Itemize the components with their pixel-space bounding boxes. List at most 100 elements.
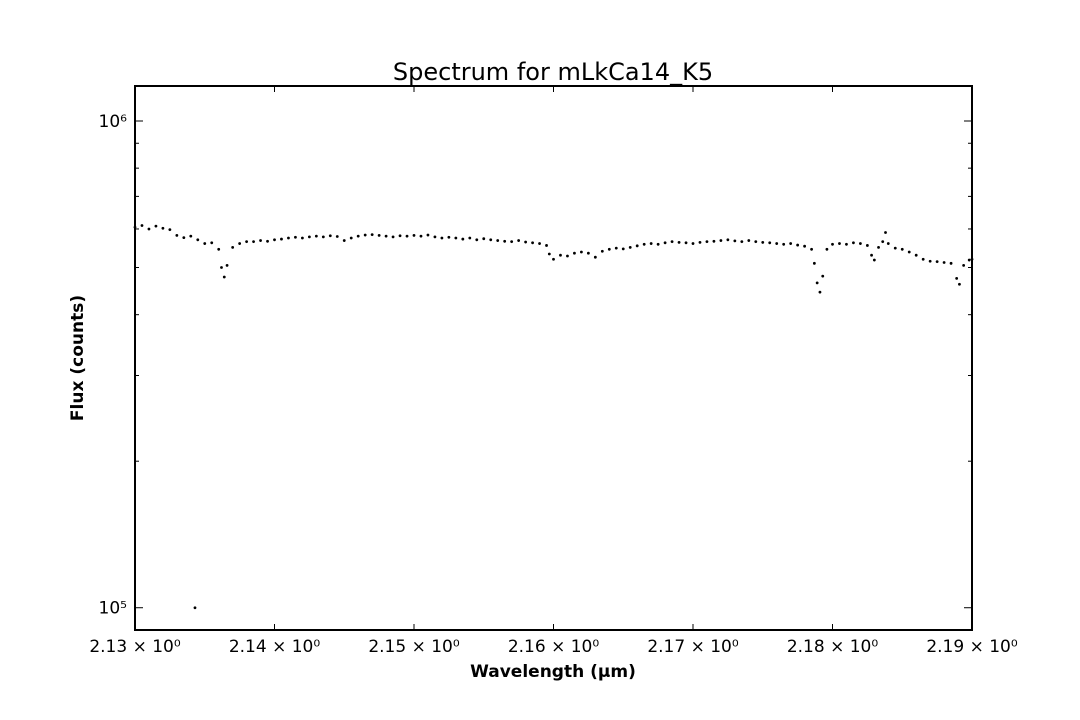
data-point: [870, 253, 873, 257]
data-point: [182, 236, 186, 240]
data-point: [356, 234, 360, 238]
data-point: [812, 261, 816, 265]
data-point: [147, 227, 151, 231]
data-point: [370, 233, 374, 237]
data-point: [307, 235, 311, 239]
data-point: [810, 247, 813, 251]
data-point: [705, 240, 709, 244]
data-point: [649, 242, 653, 245]
data-point: [440, 236, 444, 240]
data-point: [231, 245, 235, 249]
data-point: [510, 240, 514, 244]
data-point: [580, 250, 583, 254]
x-axis: 2.13 × 10⁰ 2.14 × 10⁰ 2.15 × 10⁰ 2.16 × 10⁰…: [89, 86, 1018, 657]
data-point: [349, 236, 353, 240]
data-point: [280, 237, 283, 241]
y-axis-label: Flux (counts): [68, 295, 88, 421]
data-point: [524, 240, 527, 244]
data-point: [796, 243, 800, 247]
data-points: [133, 224, 974, 610]
data-point: [573, 251, 576, 255]
data-point: [377, 234, 381, 237]
data-point: [384, 234, 388, 238]
data-point: [967, 258, 971, 262]
data-point: [775, 242, 779, 245]
data-point: [482, 237, 486, 241]
data-point: [607, 247, 611, 251]
data-point: [287, 236, 290, 240]
data-point: [203, 242, 207, 245]
data-point: [614, 246, 618, 250]
data-point: [893, 246, 897, 250]
data-point: [684, 241, 688, 245]
data-point: [719, 239, 723, 242]
data-point: [670, 240, 674, 244]
data-point: [949, 261, 953, 265]
data-point: [222, 275, 226, 279]
data-point: [217, 247, 221, 251]
data-point: [845, 242, 848, 246]
data-point: [220, 266, 223, 269]
data-point: [342, 239, 346, 242]
data-point: [914, 253, 918, 257]
data-point: [900, 247, 904, 251]
x-tick-label: 2.17 × 10⁰: [647, 637, 739, 657]
data-point: [210, 241, 214, 245]
data-point: [803, 244, 806, 248]
data-point: [593, 255, 597, 259]
data-point: [538, 242, 541, 245]
data-point: [872, 258, 876, 262]
data-point: [461, 237, 465, 241]
data-point: [363, 233, 367, 237]
data-point: [586, 251, 590, 255]
data-point: [921, 257, 925, 261]
data-point: [273, 238, 276, 242]
data-point: [566, 254, 569, 258]
data-point: [761, 241, 765, 244]
data-point: [663, 241, 667, 245]
data-point: [789, 242, 793, 245]
data-point: [301, 236, 304, 240]
data-point: [600, 249, 604, 253]
data-point: [907, 250, 911, 254]
data-point: [545, 244, 548, 247]
data-point: [531, 241, 534, 245]
data-point: [154, 224, 158, 228]
data-point: [552, 257, 555, 261]
data-point: [475, 238, 479, 242]
data-point: [928, 259, 932, 263]
y-tick-label: 10⁵: [99, 599, 127, 619]
data-point: [935, 260, 939, 264]
data-point: [825, 247, 829, 251]
data-point: [754, 240, 758, 244]
data-point: [635, 244, 639, 248]
x-tick-label: 2.13 × 10⁰: [89, 637, 181, 657]
data-point: [712, 239, 716, 243]
data-point: [489, 238, 493, 242]
data-point: [877, 245, 880, 249]
data-point: [419, 234, 423, 238]
data-point: [747, 239, 751, 242]
data-point: [962, 264, 966, 267]
data-point: [314, 234, 318, 238]
data-point: [859, 242, 862, 245]
data-point: [447, 235, 451, 239]
data-point: [412, 234, 416, 237]
data-point: [955, 276, 959, 280]
data-point: [881, 240, 885, 244]
x-tick-label: 2.14 × 10⁰: [229, 637, 321, 657]
data-point: [517, 239, 521, 242]
data-point: [942, 261, 946, 264]
data-point: [677, 241, 681, 244]
data-point: [503, 239, 507, 243]
data-point: [189, 234, 193, 238]
data-point: [831, 242, 834, 246]
data-point: [621, 247, 625, 251]
data-point: [161, 226, 165, 230]
data-point: [245, 240, 249, 244]
data-point: [642, 242, 646, 246]
data-point: [193, 606, 197, 610]
x-tick-label: 2.19 × 10⁰: [926, 637, 1018, 657]
data-point: [196, 238, 200, 242]
plot-frame: [134, 85, 973, 631]
